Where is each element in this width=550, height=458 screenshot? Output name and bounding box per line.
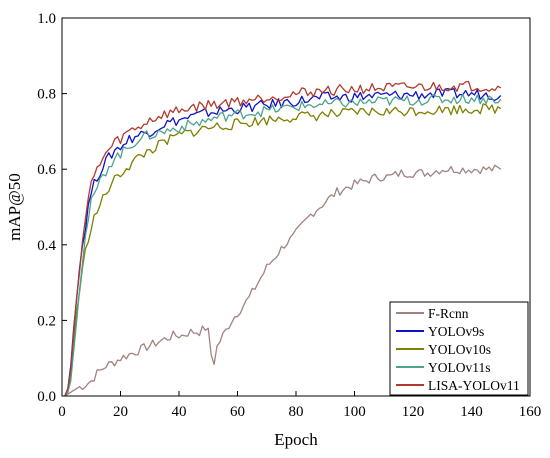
series-line-yolov10s (64, 103, 502, 396)
legend-label: YOLOv11s (428, 360, 491, 375)
x-tick-label: 160 (519, 404, 542, 420)
y-tick-label: 0.2 (37, 313, 56, 329)
x-tick-label: 60 (230, 404, 245, 420)
legend-label: F-Rcnn (428, 306, 469, 321)
x-tick-label: 120 (402, 404, 425, 420)
y-tick-label: 0.0 (37, 389, 56, 405)
x-axis-title: Epoch (274, 430, 318, 449)
x-axis: 0 20 40 60 80 100 120 140 160 (58, 391, 541, 420)
legend: F-Rcnn YOLOv9s YOLOv10s YOLOv11s LISA-YOLOv1… (389, 301, 529, 396)
x-tick-label: 20 (113, 404, 128, 420)
series-line-yolov11s (64, 93, 502, 396)
series-layer (64, 80, 502, 396)
x-tick-label: 0 (58, 404, 66, 420)
y-tick-label: 0.6 (37, 162, 56, 178)
legend-label: YOLOv10s (428, 342, 491, 357)
y-axis-title: mAP@50 (5, 173, 24, 241)
y-tick-label: 0.8 (37, 87, 56, 103)
y-tick-label: 1.0 (37, 11, 56, 27)
x-tick-label: 140 (460, 404, 483, 420)
legend-label: LISA-YOLOv11 (428, 378, 520, 393)
y-axis: 0.0 0.2 0.4 0.6 0.8 1.0 (37, 11, 67, 405)
y-tick-label: 0.4 (37, 238, 56, 254)
legend-label: YOLOv9s (428, 324, 484, 339)
series-line-f-rcnn (64, 164, 502, 396)
series-line-lisa-yolov11 (64, 80, 502, 396)
series-line-yolov9s (64, 88, 502, 396)
x-tick-label: 80 (289, 404, 304, 420)
x-tick-label: 100 (343, 404, 366, 420)
x-tick-label: 40 (172, 404, 187, 420)
